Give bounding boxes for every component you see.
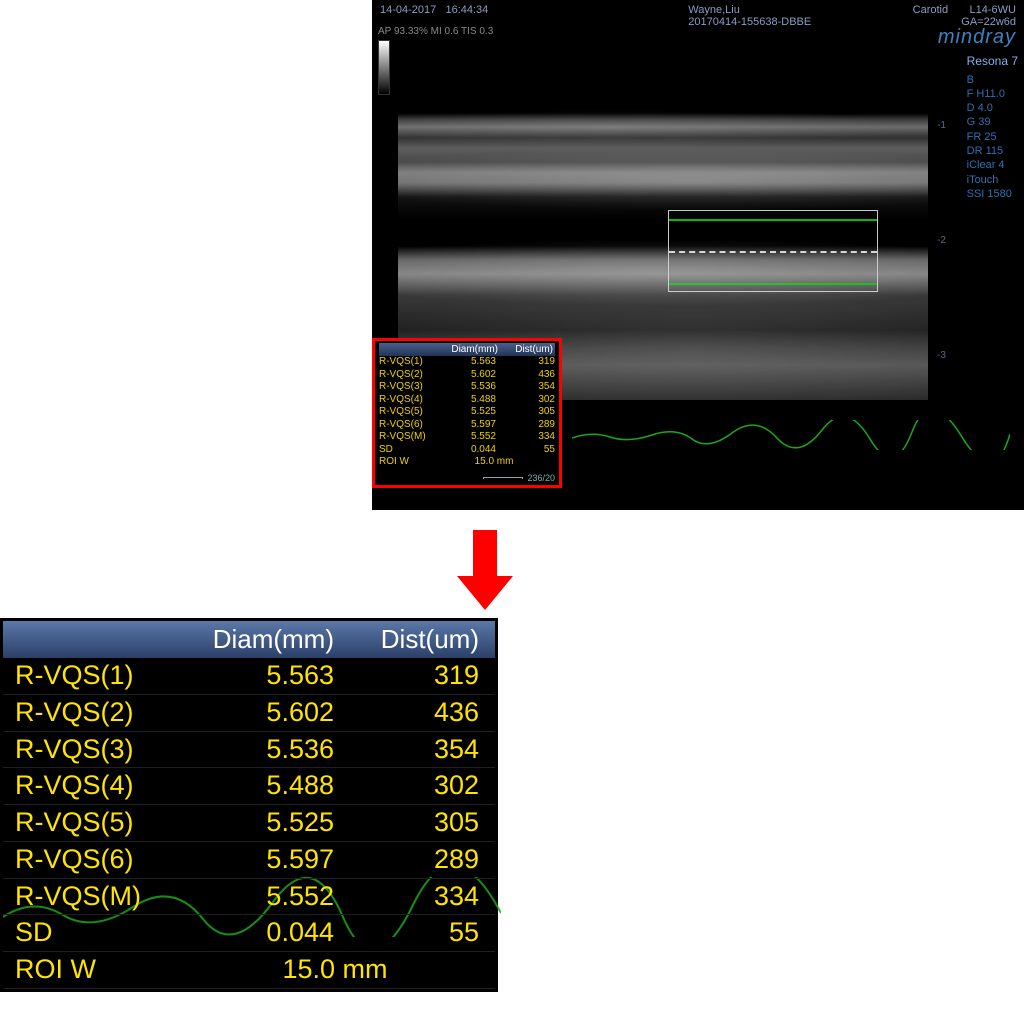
waveform-trace: [572, 420, 1010, 450]
depth-tick: -3: [937, 350, 946, 361]
patient-name: Wayne,Liu: [688, 4, 912, 16]
study-id: 20170414-155638-DBBE: [688, 16, 912, 28]
acoustic-params: AP 93.33% MI 0.6 TIS 0.3: [378, 26, 493, 37]
image-params-panel: Resona 7 B F H11.0 D 4.0 G 39 FR 25 DR 1…: [967, 54, 1018, 201]
scan-date: 14-04-2017: [380, 4, 436, 16]
table-row: R-VQS(M)5.552334: [379, 431, 555, 444]
depth-tick: -1: [937, 120, 946, 131]
table-row: R-VQS(5)5.525305: [379, 406, 555, 419]
table-row: R-VQS(1)5.563319: [379, 356, 555, 369]
table-row: R-VQS(2)5.602436: [379, 369, 555, 382]
param-line: DR 115: [967, 144, 1018, 158]
ultrasound-screenshot: 14-04-2017 16:44:34 Wayne,Liu 20170414-1…: [372, 0, 1024, 510]
param-line: G 39: [967, 115, 1018, 129]
scan-time: 16:44:34: [445, 4, 488, 16]
probe-id: L14-6WU: [970, 4, 1016, 16]
cine-counter: 236/20: [379, 469, 555, 483]
table-row: R-VQS(3)5.536354: [3, 732, 495, 769]
param-line: F H11.0: [967, 87, 1018, 101]
measurement-table-small: Diam(mm) Dist(um) R-VQS(1)5.563319 R-VQS…: [372, 338, 562, 488]
table-row: ROI W 15.0 mm: [3, 952, 495, 989]
col-header: Dist(um): [498, 344, 553, 355]
param-line: FR 25: [967, 130, 1018, 144]
vessel-wall-far: [669, 283, 877, 285]
table-row: R-VQS(2)5.602436: [3, 695, 495, 732]
table-row: R-VQS(3)5.536354: [379, 381, 555, 394]
table-row: R-VQS(4)5.488302: [3, 768, 495, 805]
roi-box[interactable]: [668, 210, 878, 292]
table-row: R-VQS(1)5.563319: [3, 658, 495, 695]
exam-type: Carotid: [913, 4, 948, 16]
depth-scale: -1 -2 -3: [936, 60, 946, 400]
table-row: R-VQS(6)5.597289: [379, 419, 555, 432]
table-row: ROI W 15.0 mm: [379, 456, 555, 469]
param-line: SSI 1580: [967, 187, 1018, 201]
param-line: B: [967, 73, 1018, 87]
depth-tick: -2: [937, 235, 946, 246]
table-row: R-VQS(M)5.552334: [3, 879, 495, 916]
callout-arrow-icon: [465, 530, 505, 610]
table-row: R-VQS(6)5.597289: [3, 842, 495, 879]
param-line: D 4.0: [967, 101, 1018, 115]
table-row: R-VQS(5)5.525305: [3, 805, 495, 842]
table-row: SD0.04455: [379, 444, 555, 457]
measurement-table-enlarged: Diam(mm) Dist(um) R-VQS(1)5.563319 R-VQS…: [0, 618, 498, 992]
vessel-wall-near: [669, 219, 877, 221]
col-header: Dist(um): [344, 624, 489, 655]
table-row: SD0.04455: [3, 915, 495, 952]
device-model: Resona 7: [967, 54, 1018, 70]
param-line: iClear 4: [967, 158, 1018, 172]
col-header: Diam(mm): [443, 344, 498, 355]
grayscale-legend: [378, 40, 390, 95]
col-header: Diam(mm): [189, 624, 344, 655]
col-header: [381, 344, 443, 355]
param-line: iTouch: [967, 173, 1018, 187]
table-row: R-VQS(4)5.488302: [379, 394, 555, 407]
lumen-centerline: [669, 251, 877, 253]
col-header: [9, 624, 189, 655]
brand-logo: mindray: [938, 26, 1016, 49]
